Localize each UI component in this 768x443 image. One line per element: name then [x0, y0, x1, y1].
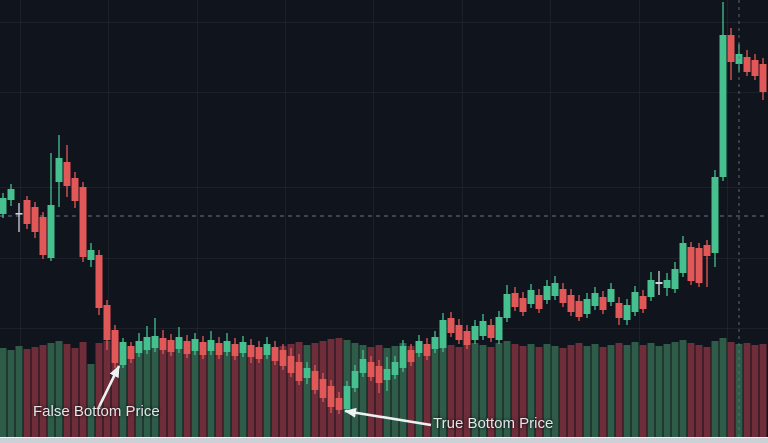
annotation-arrows [96, 365, 432, 427]
candles-layer [0, 2, 767, 414]
bottom-strip [0, 437, 768, 443]
annotation-true-bottom-label: True Bottom Price [433, 415, 554, 432]
annotation-false-bottom-label: False Bottom Price [33, 403, 160, 420]
